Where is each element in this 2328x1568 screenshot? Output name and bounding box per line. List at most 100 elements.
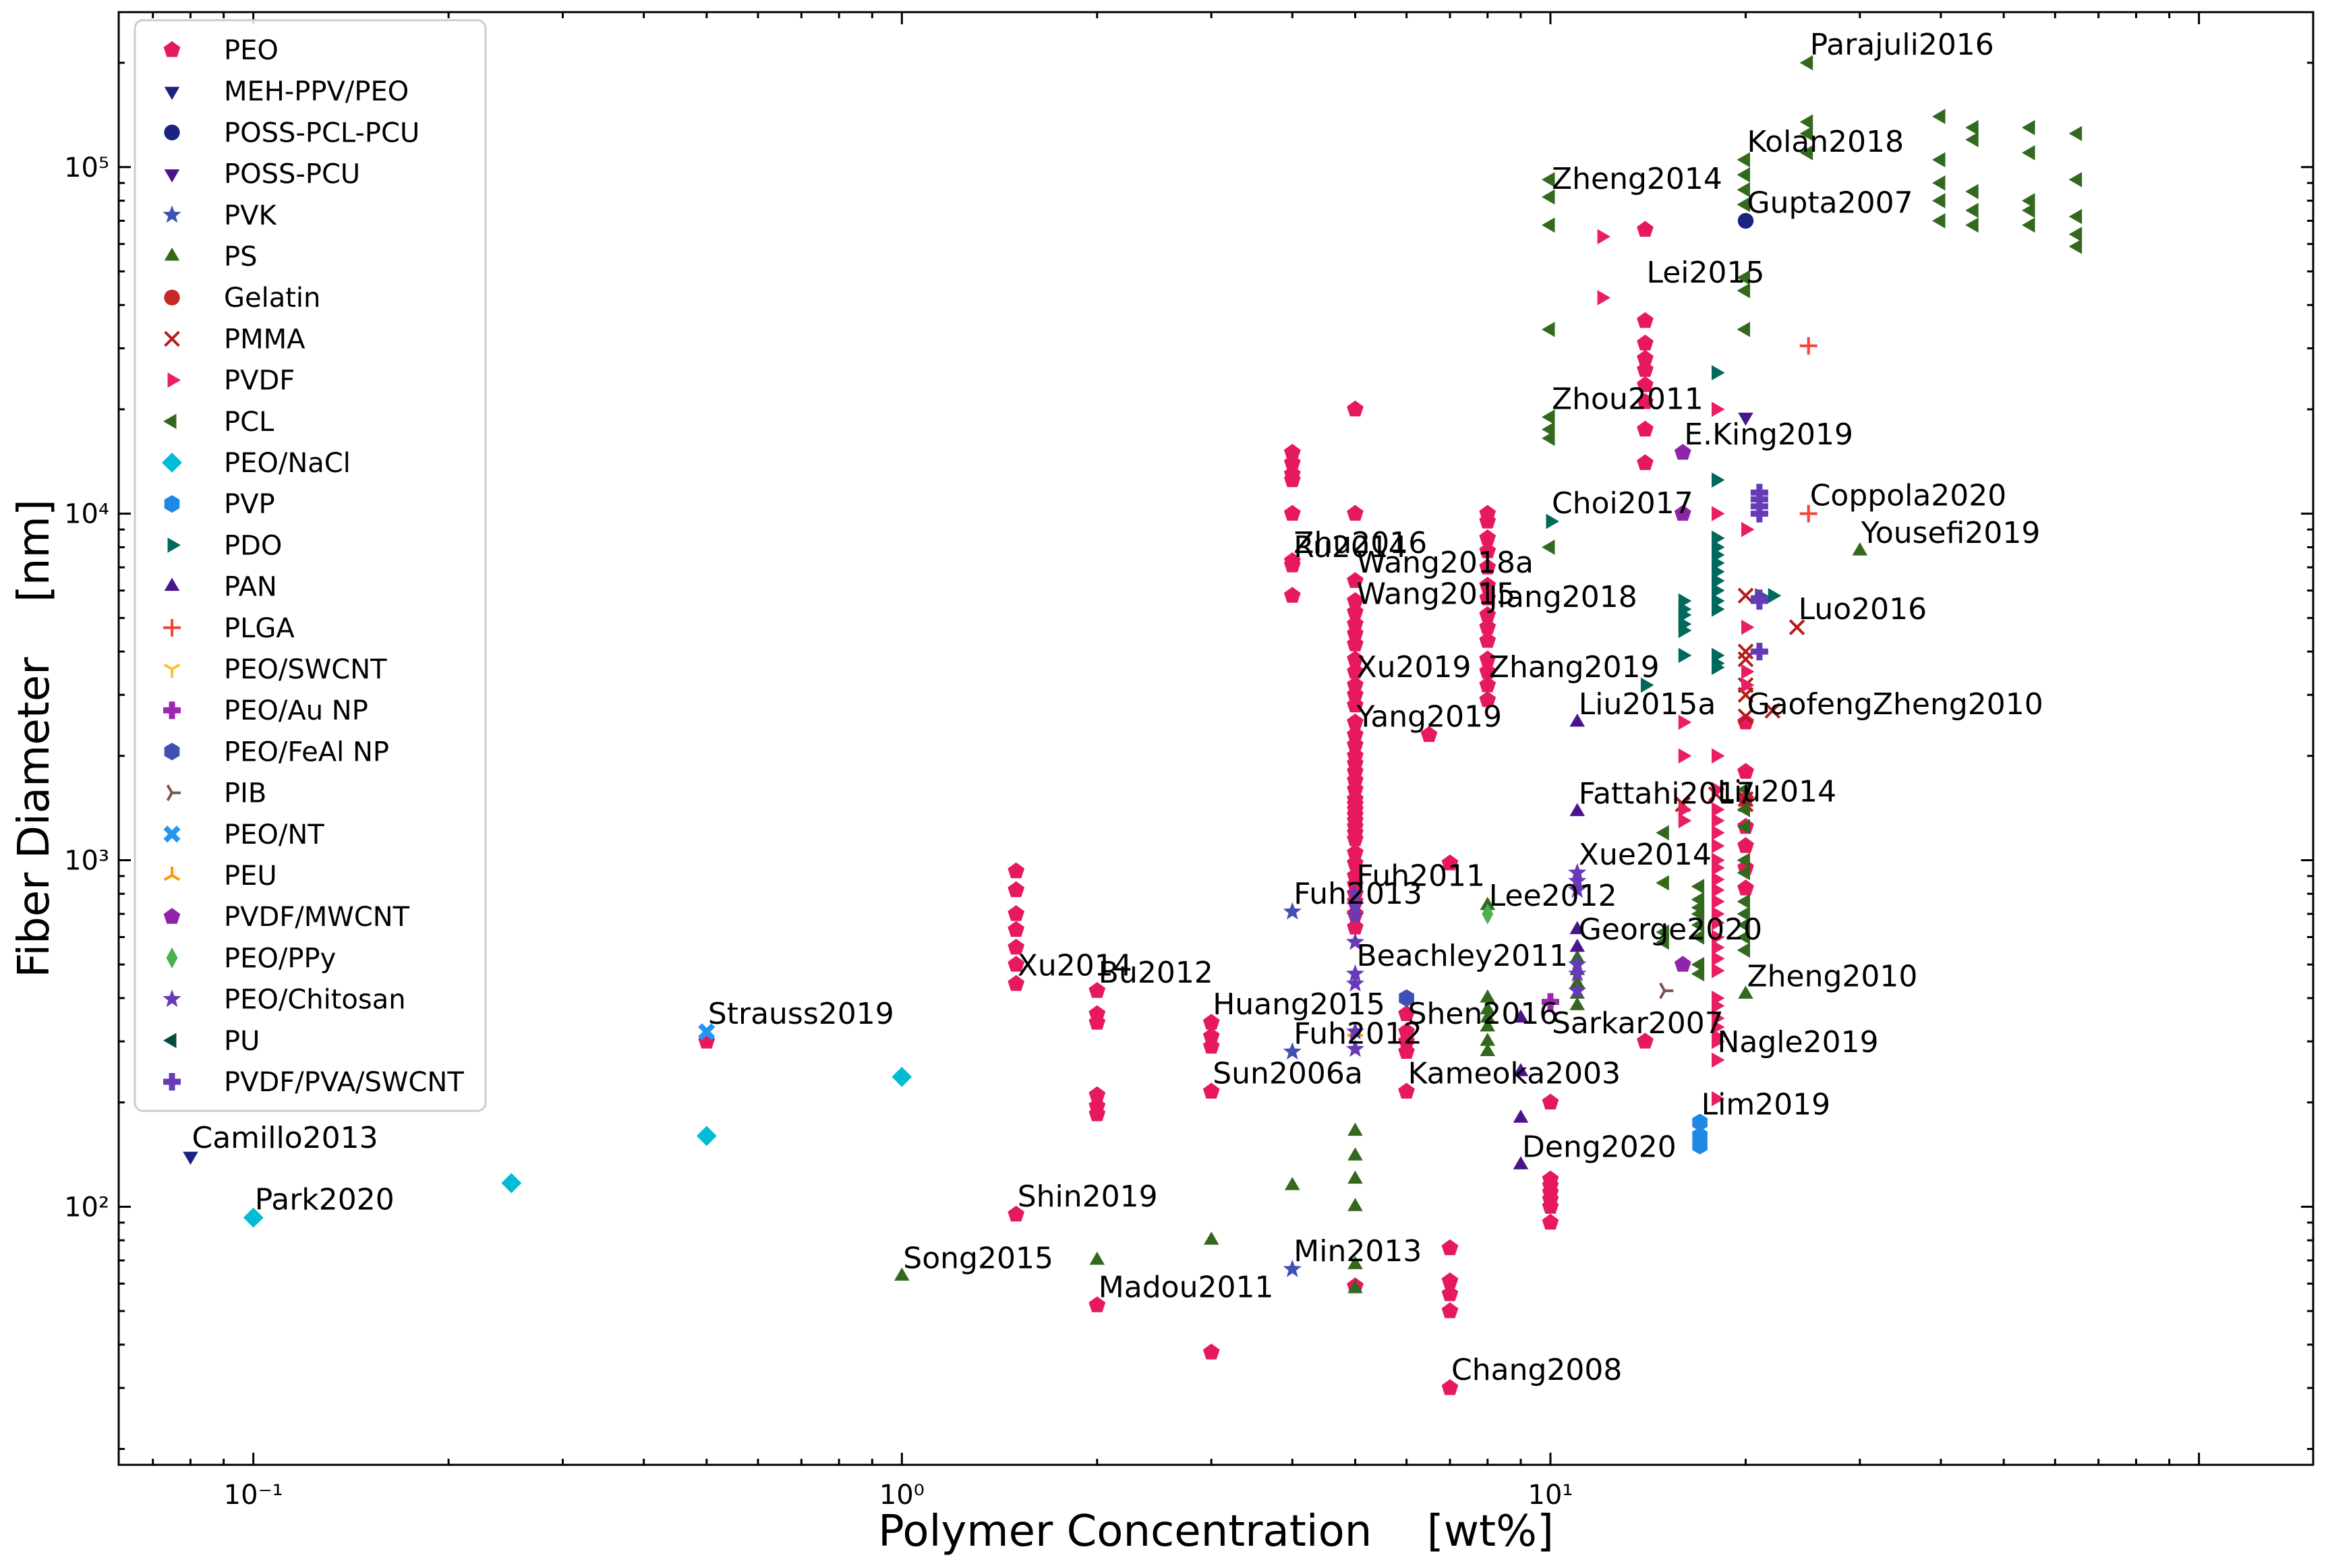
data-point <box>1202 1082 1220 1099</box>
legend-label: PDO <box>224 530 282 561</box>
data-point <box>1513 1063 1529 1076</box>
data-point <box>1345 964 1365 982</box>
x-tick-label: 10⁻¹ <box>224 1480 283 1511</box>
data-point <box>1799 504 1817 523</box>
annotation-label: Yousefi2019 <box>1861 516 2041 550</box>
annotation-label: Zhu2016 <box>1293 526 1427 560</box>
data-point <box>1347 1122 1363 1136</box>
data-point <box>1345 1022 1365 1040</box>
legend-label: MEH-PPV/PEO <box>224 76 409 107</box>
legend-marker <box>163 1033 177 1049</box>
data-point <box>1347 603 1364 620</box>
data-point <box>1712 894 1725 909</box>
data-point <box>1712 506 1725 521</box>
data-point <box>1479 632 1496 648</box>
data-point <box>1347 635 1364 651</box>
data-point <box>1692 1136 1708 1155</box>
annotation-label: Park2020 <box>255 1183 395 1217</box>
data-point <box>1480 1033 1496 1046</box>
data-point <box>1691 917 1705 933</box>
legend-marker <box>163 867 181 881</box>
annotation-labels: Parajuli2016 Kolan2018 Zheng2014 Gupta2007 L… <box>192 28 2043 1387</box>
data-point <box>1965 202 1979 219</box>
annotation-label: Fattahi2017 <box>1579 777 1755 811</box>
data-point <box>1008 956 1025 972</box>
data-point <box>1932 175 1946 191</box>
data-point <box>1347 736 1364 753</box>
annotation-label: Liu2015a <box>1579 687 1716 722</box>
legend-marker <box>163 41 181 57</box>
data-point <box>1345 974 1365 992</box>
data-point <box>1088 1105 1106 1122</box>
data-point <box>1283 902 1302 920</box>
data-point <box>1799 114 1813 130</box>
legend-marker <box>163 989 181 1008</box>
data-point <box>1712 660 1725 675</box>
data-point <box>1479 529 1496 546</box>
data-point <box>1088 1014 1106 1030</box>
data-point <box>1737 283 1750 299</box>
data-point <box>2022 217 2035 233</box>
data-point <box>2068 172 2083 187</box>
data-point <box>1480 1018 1496 1032</box>
data-point <box>1691 966 1705 982</box>
legend-box <box>134 19 487 1112</box>
annotation-label: Parajuli2016 <box>1810 28 1994 62</box>
data-point <box>1659 982 1674 999</box>
data-point <box>1637 335 1654 351</box>
data-point <box>1479 577 1496 593</box>
annotation-label: Fuh2011 <box>1357 859 1486 893</box>
data-point <box>1479 618 1496 635</box>
data-point <box>1737 212 1754 229</box>
data-point <box>1737 906 1750 922</box>
annotation-label: Lim2019 <box>1701 1087 1831 1122</box>
data-point <box>1656 934 1669 950</box>
annotation-label: Chang2008 <box>1451 1353 1622 1387</box>
data-point <box>1741 619 1755 635</box>
data-point <box>1712 583 1725 598</box>
data-point <box>2022 193 2035 208</box>
data-point <box>1283 556 1301 573</box>
data-point <box>1799 145 1813 161</box>
legend-marker <box>164 577 180 591</box>
data-point <box>1569 938 1585 952</box>
data-point <box>1347 780 1364 797</box>
annotation-label: Luo2016 <box>1799 592 1927 627</box>
data-point <box>1737 819 1750 834</box>
legend-label: PVDF/MWCNT <box>224 902 410 933</box>
data-point <box>1712 1052 1725 1068</box>
legend-label: PMMA <box>224 324 305 355</box>
data-point <box>1283 1042 1302 1060</box>
data-point <box>1479 691 1496 707</box>
data-point <box>1347 1147 1363 1161</box>
annotation-label: Wang2018a <box>1357 546 1534 580</box>
annotation-label: Zhou2011 <box>1552 382 1704 416</box>
data-point <box>1399 989 1414 1007</box>
data-point <box>1479 558 1496 575</box>
data-point <box>1712 882 1725 898</box>
data-point <box>1283 504 1301 521</box>
legend-marker <box>164 124 180 141</box>
annotation-label: Sun2006a <box>1213 1057 1363 1091</box>
data-point <box>1480 1001 1496 1014</box>
data-point <box>1345 1039 1365 1057</box>
data-point <box>1712 860 1725 876</box>
legend-label: PEO/Au NP <box>224 695 368 726</box>
data-point <box>1737 852 1750 868</box>
data-point <box>1712 602 1725 617</box>
data-point <box>1480 1043 1496 1056</box>
data-point <box>1692 1113 1708 1132</box>
annotation-label: Fuh2013 <box>1293 877 1422 911</box>
legend-label: PVDF <box>224 366 295 397</box>
data-point <box>1008 938 1025 955</box>
data-point <box>1712 802 1725 817</box>
data-point <box>1202 1027 1220 1044</box>
data-point <box>1479 662 1496 679</box>
data-point <box>1737 152 1750 168</box>
data-point <box>1345 884 1365 902</box>
data-point <box>1737 791 1754 807</box>
data-point <box>1637 221 1654 237</box>
legend-label: PEO/NT <box>224 819 324 850</box>
legend-marker <box>163 205 181 223</box>
data-point <box>1737 763 1754 779</box>
